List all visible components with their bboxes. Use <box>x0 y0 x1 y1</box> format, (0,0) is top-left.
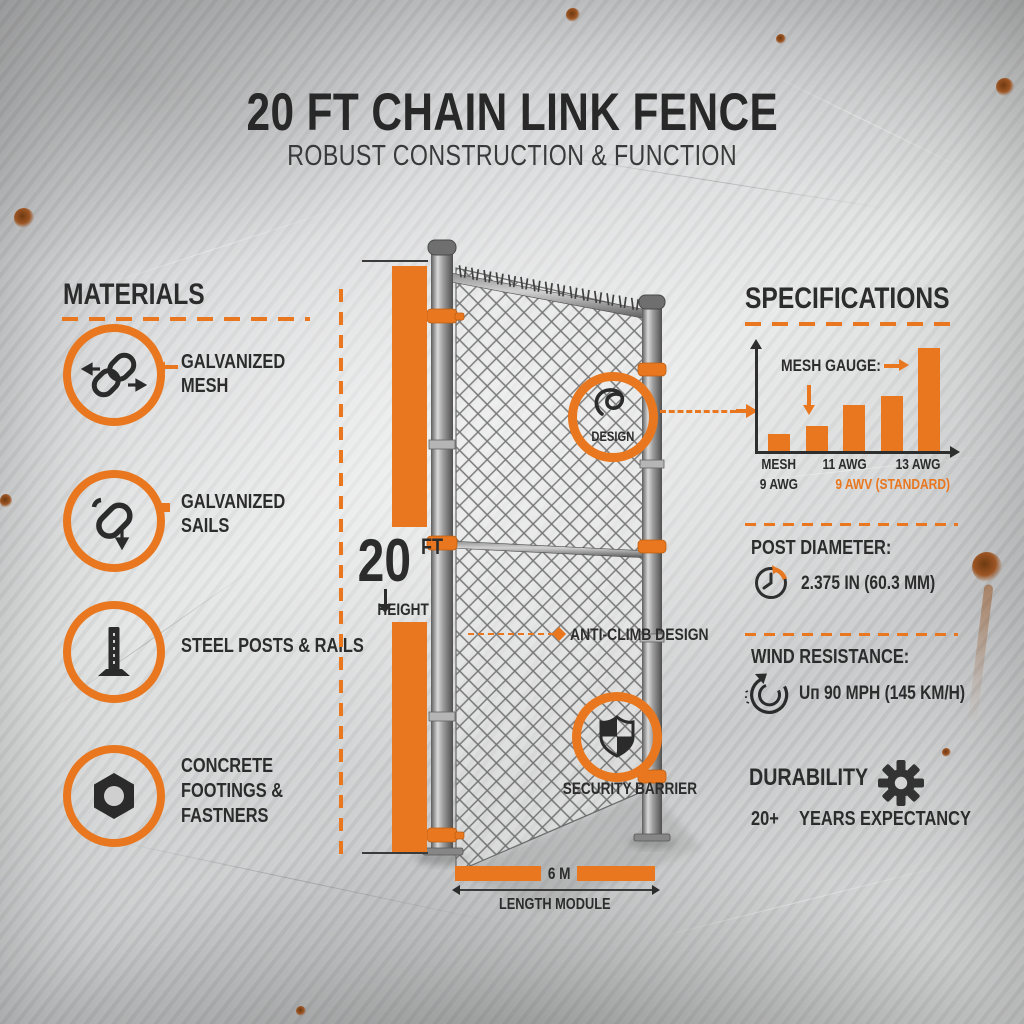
design-badge <box>568 372 658 462</box>
material-badge-galvanized-sails <box>63 470 165 572</box>
durability-value: 20+ YEARS EXPECTANCY <box>751 808 972 830</box>
chart-bar-5 <box>918 348 940 451</box>
gauge-arrow-down-shaft <box>807 385 811 406</box>
durability-label: DURABILITY <box>749 764 869 791</box>
length-bar-right <box>577 866 655 881</box>
height-arrow-shaft <box>384 589 387 605</box>
height-arrow-down-icon <box>378 604 392 613</box>
rust-spot <box>296 1006 306 1016</box>
gear-icon <box>878 760 924 806</box>
materials-divider <box>62 317 310 321</box>
chart-y-arrow-icon <box>750 339 762 349</box>
length-value: 6 M <box>547 864 571 883</box>
rust-spot <box>972 552 1002 582</box>
materials-heading: MATERIALS <box>63 278 205 311</box>
mesh-gauge-chart: MESH GAUGE: MESH 11 AWG 13 AWG 9 AWG 9 A… <box>745 338 965 503</box>
material-label-galvanized-sails: GALVANIZED SAILS <box>181 491 286 537</box>
length-label: LENGTH MODULE <box>499 896 611 913</box>
chart-x-axis <box>755 451 952 454</box>
chart-bar-2 <box>806 426 828 451</box>
design-connector-line <box>660 410 736 413</box>
gauge-arrow-right-icon <box>899 359 909 371</box>
page-title-text: 20 FT CHAIN LINK FENCE <box>246 83 778 142</box>
rotate-arrow-icon <box>745 673 789 714</box>
spec-divider-1 <box>745 523 958 526</box>
length-arrow-left-icon <box>452 885 460 895</box>
material-label-concrete: CONCRETE FOOTINGS & FASTNERS <box>181 755 284 827</box>
anti-climb-arrow-line <box>468 633 554 635</box>
page-subtitle: ROBUST CONSTRUCTION & FUNCTION <box>0 140 1024 173</box>
left-post <box>431 252 453 850</box>
height-value: 20 <box>357 527 411 594</box>
material-label-galvanized-mesh: GALVANIZED MESH <box>181 351 286 397</box>
chart-bar-1 <box>768 434 790 451</box>
chart-bar-4 <box>881 396 903 451</box>
chart-tick-standard: 9 AWV (STANDARD) <box>835 476 950 493</box>
chart-x-arrow-icon <box>950 446 960 458</box>
material-badge-galvanized-mesh <box>63 324 165 426</box>
chart-title: MESH GAUGE: <box>781 356 881 375</box>
post-diameter-label: POST DIAMETER: <box>751 537 892 559</box>
height-unit: FT <box>421 534 444 559</box>
anti-climb-label: ANTI-CLIMB DESIGN <box>570 625 709 644</box>
height-bar-bottom <box>392 622 427 852</box>
material-badge-concrete <box>63 745 165 847</box>
length-arrow-right-icon <box>652 885 660 895</box>
swirl-icon <box>594 388 625 416</box>
chart-y-axis <box>755 348 758 453</box>
rust-spot <box>776 34 786 44</box>
rust-spot <box>942 748 951 757</box>
chart-bar-3 <box>843 405 865 451</box>
gauge-arrow-down-icon <box>803 405 815 415</box>
height-dashed-guide <box>339 289 343 859</box>
material-label-steel-posts: STEEL POSTS & RAILS <box>181 635 364 657</box>
length-bar-left <box>455 866 541 881</box>
square-bullet-icon <box>161 503 170 512</box>
length-arrow-line <box>458 889 652 891</box>
chain-link-icon <box>91 497 133 551</box>
chart-tick-11awg: 11 AWG <box>822 456 868 473</box>
height-bottom-tick <box>362 852 428 854</box>
wind-resistance-value: Uп 90 MPH (145 KM/H) <box>799 683 966 704</box>
security-badge-label: SECURITY BARRIER <box>562 779 698 798</box>
height-top-tick <box>362 260 428 262</box>
wind-resistance-label: WIND RESISTANCE: <box>751 646 910 668</box>
design-connector-shaft <box>736 409 746 413</box>
chain-mesh-icon <box>81 352 147 398</box>
fence-illustration <box>415 239 702 910</box>
post-clamps <box>426 308 667 843</box>
material-badge-steel-posts <box>63 601 165 703</box>
chart-tick-mesh: MESH <box>761 456 797 473</box>
page-title: 20 FT CHAIN LINK FENCE <box>0 82 1024 143</box>
security-badge <box>572 692 662 782</box>
spec-divider-2 <box>745 633 958 636</box>
post-diameter-value: 2.375 IN (60.3 MM) <box>801 573 936 594</box>
rust-spot <box>14 208 34 228</box>
rust-spot <box>566 8 580 22</box>
chart-tick-9awg: 9 AWG <box>759 476 799 493</box>
design-badge-label: DESIGN <box>591 428 635 444</box>
steel-post-icon <box>98 627 130 676</box>
shield-icon <box>599 715 635 758</box>
gauge-icon <box>755 565 787 599</box>
height-label: HEIGHT <box>377 600 429 619</box>
height-bar-top <box>392 266 427 527</box>
specifications-heading: SPECIFICATIONS <box>745 282 950 315</box>
gauge-arrow-right-shaft <box>884 364 899 368</box>
hex-nut-icon <box>94 773 134 819</box>
barbed-wire-twists <box>458 265 652 313</box>
page-subtitle-text: ROBUST CONSTRUCTION & FUNCTION <box>287 140 737 172</box>
chart-tick-13awg: 13 AWG <box>895 456 941 473</box>
specifications-divider <box>745 322 958 326</box>
left-arrow-icon <box>156 361 178 373</box>
rust-spot <box>0 494 12 508</box>
rust-spot <box>996 78 1014 96</box>
